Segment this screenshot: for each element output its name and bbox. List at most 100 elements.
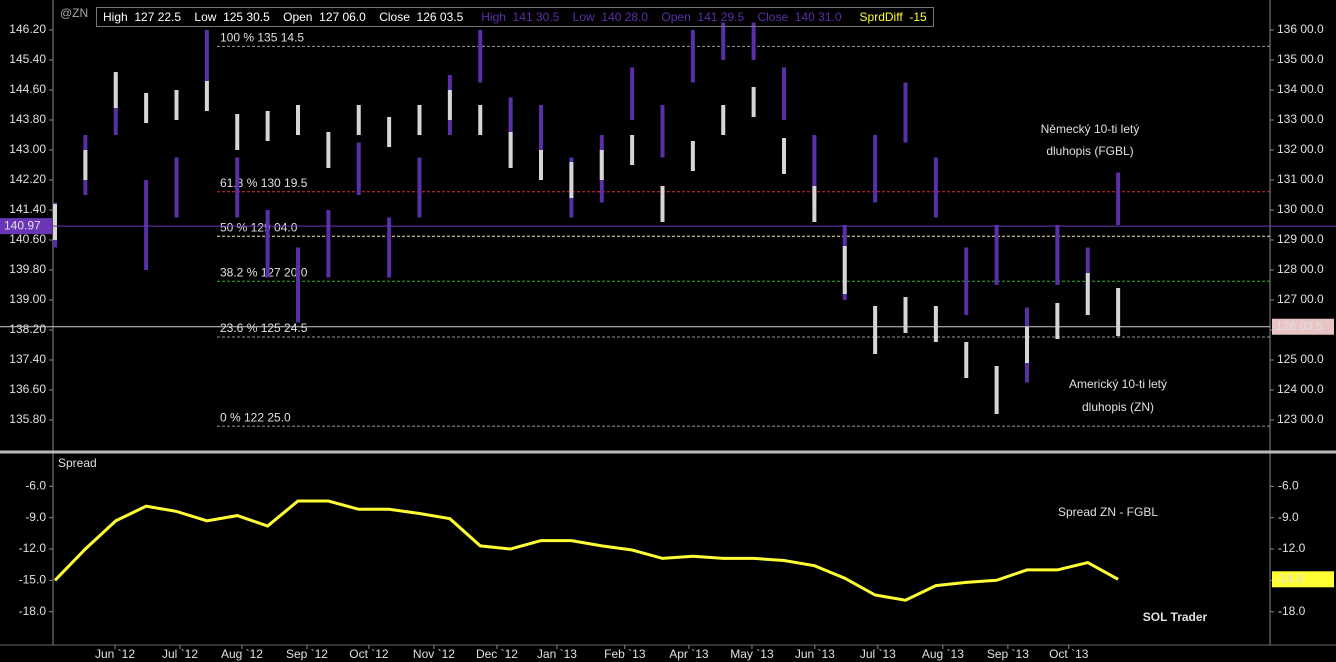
price-bar bbox=[1116, 172, 1121, 225]
y-tick-label: 145.40 bbox=[9, 52, 46, 66]
price-bar bbox=[478, 30, 483, 83]
y2-tick-label: -12.0 bbox=[1278, 541, 1306, 555]
price-bar bbox=[296, 105, 300, 135]
annotation: Americký 10-ti letý bbox=[1069, 377, 1167, 391]
price-bar bbox=[204, 81, 209, 111]
y2-tick-label: 136 00.0 bbox=[1277, 22, 1324, 36]
y2-tick-label: 132 00.0 bbox=[1277, 142, 1324, 156]
price-bar bbox=[235, 114, 240, 150]
y-tick-label: -12.0 bbox=[19, 541, 47, 555]
price-bar bbox=[508, 97, 513, 165]
y2-tick-label: 131 00.0 bbox=[1277, 172, 1324, 186]
symbol: @ZN bbox=[60, 6, 89, 20]
price-bar bbox=[933, 157, 938, 218]
spread-line bbox=[53, 499, 1119, 602]
price-bar bbox=[144, 180, 149, 270]
x-tick-label: Sep `12 bbox=[286, 647, 328, 661]
y-tick-label: 135.80 bbox=[9, 412, 46, 426]
price-bar bbox=[417, 105, 422, 135]
price-bar bbox=[478, 105, 483, 135]
price-bar bbox=[144, 93, 149, 123]
price-bar bbox=[690, 30, 695, 83]
price-bar bbox=[751, 22, 756, 60]
y-tick-label: -18.0 bbox=[19, 604, 47, 618]
x-tick-label: Jun `12 bbox=[95, 647, 135, 661]
y2-tick-label: -6.0 bbox=[1278, 479, 1299, 493]
y-tick-label: -15.0 bbox=[19, 573, 47, 587]
x-tick-label: Oct `13 bbox=[1049, 647, 1089, 661]
price-bar bbox=[539, 150, 543, 180]
annotation: SOL Trader bbox=[1143, 610, 1208, 624]
fib-level-label: 38.2 % 127 20.0 bbox=[220, 265, 308, 279]
annotation: dluhopis (FGBL) bbox=[1046, 144, 1133, 158]
price-bar bbox=[265, 111, 270, 141]
annotation: Německý 10-ti letý bbox=[1041, 122, 1140, 136]
price-bar bbox=[387, 217, 392, 278]
price-bar bbox=[782, 67, 786, 120]
y-tick-label: -9.0 bbox=[25, 510, 46, 524]
price-bar bbox=[508, 132, 513, 168]
price-bar bbox=[174, 90, 179, 120]
y-tick-label: 146.20 bbox=[9, 22, 46, 36]
y2-tick-label: 127 00.0 bbox=[1277, 292, 1324, 306]
price-bar bbox=[1055, 225, 1060, 285]
price-bar bbox=[812, 135, 817, 203]
y-tick-label: 140.60 bbox=[9, 232, 46, 246]
marker-tag-label: 140.97 bbox=[4, 218, 41, 232]
y2-tick-label: -9.0 bbox=[1278, 510, 1299, 524]
last-value-tag bbox=[1272, 571, 1334, 588]
y2-tick-label: 125 00.0 bbox=[1277, 352, 1324, 366]
price-bar bbox=[174, 157, 179, 218]
y2-tick-label: -18.0 bbox=[1278, 604, 1306, 618]
price-bar bbox=[812, 186, 817, 222]
fib-level-label: 0 % 122 25.0 bbox=[220, 410, 291, 424]
marker-tag bbox=[0, 218, 52, 235]
y-tick-label: 143.00 bbox=[9, 142, 46, 156]
price-bar bbox=[417, 157, 422, 218]
price-bar bbox=[235, 157, 240, 218]
y2-tick-label: 124 00.0 bbox=[1277, 382, 1324, 396]
price-bar bbox=[630, 67, 635, 120]
price-bar bbox=[53, 204, 57, 240]
price-bar bbox=[569, 162, 574, 198]
price-bar bbox=[994, 366, 999, 414]
marker-tag bbox=[1272, 318, 1334, 335]
price-bar bbox=[204, 30, 209, 83]
price-bar bbox=[903, 82, 908, 143]
price-bar bbox=[873, 306, 878, 354]
price-bar bbox=[326, 132, 331, 168]
price-bar bbox=[721, 22, 726, 60]
annotation: dluhopis (ZN) bbox=[1082, 400, 1154, 414]
y-tick-label: 138.20 bbox=[9, 322, 46, 336]
y2-tick-label: 128 00.0 bbox=[1277, 262, 1324, 276]
price-bar bbox=[1055, 303, 1060, 339]
x-tick-label: Oct `12 bbox=[349, 647, 389, 661]
y2-tick-label: 134 00.0 bbox=[1277, 82, 1324, 96]
price-bar bbox=[721, 105, 726, 135]
y-tick-label: 139.00 bbox=[9, 292, 46, 306]
y-tick-label: 139.80 bbox=[9, 262, 46, 276]
y2-tick-label: 135 00.0 bbox=[1277, 52, 1324, 66]
price-bar bbox=[873, 135, 878, 203]
x-tick-label: Apr `13 bbox=[669, 647, 709, 661]
y2-tick-label: 129 00.0 bbox=[1277, 232, 1324, 246]
price-bar bbox=[599, 150, 604, 180]
y2-tick-label: 133 00.0 bbox=[1277, 112, 1324, 126]
price-bar bbox=[933, 306, 938, 342]
price-bar bbox=[83, 150, 88, 180]
price-bar bbox=[1116, 288, 1121, 336]
marker-tag-label: 126 03.5 bbox=[1276, 319, 1323, 333]
price-bar bbox=[690, 141, 695, 171]
x-tick-label: Aug `13 bbox=[922, 647, 964, 661]
annotation: Spread ZN - FGBL bbox=[1058, 505, 1158, 519]
y2-tick-label: 130 00.0 bbox=[1277, 202, 1324, 216]
x-tick-label: Aug `12 bbox=[221, 647, 263, 661]
price-bar bbox=[964, 247, 969, 315]
price-bar bbox=[782, 138, 786, 174]
price-bar bbox=[326, 210, 331, 278]
price-bar bbox=[356, 105, 361, 135]
last-value-label: -14.9 bbox=[1276, 571, 1304, 585]
